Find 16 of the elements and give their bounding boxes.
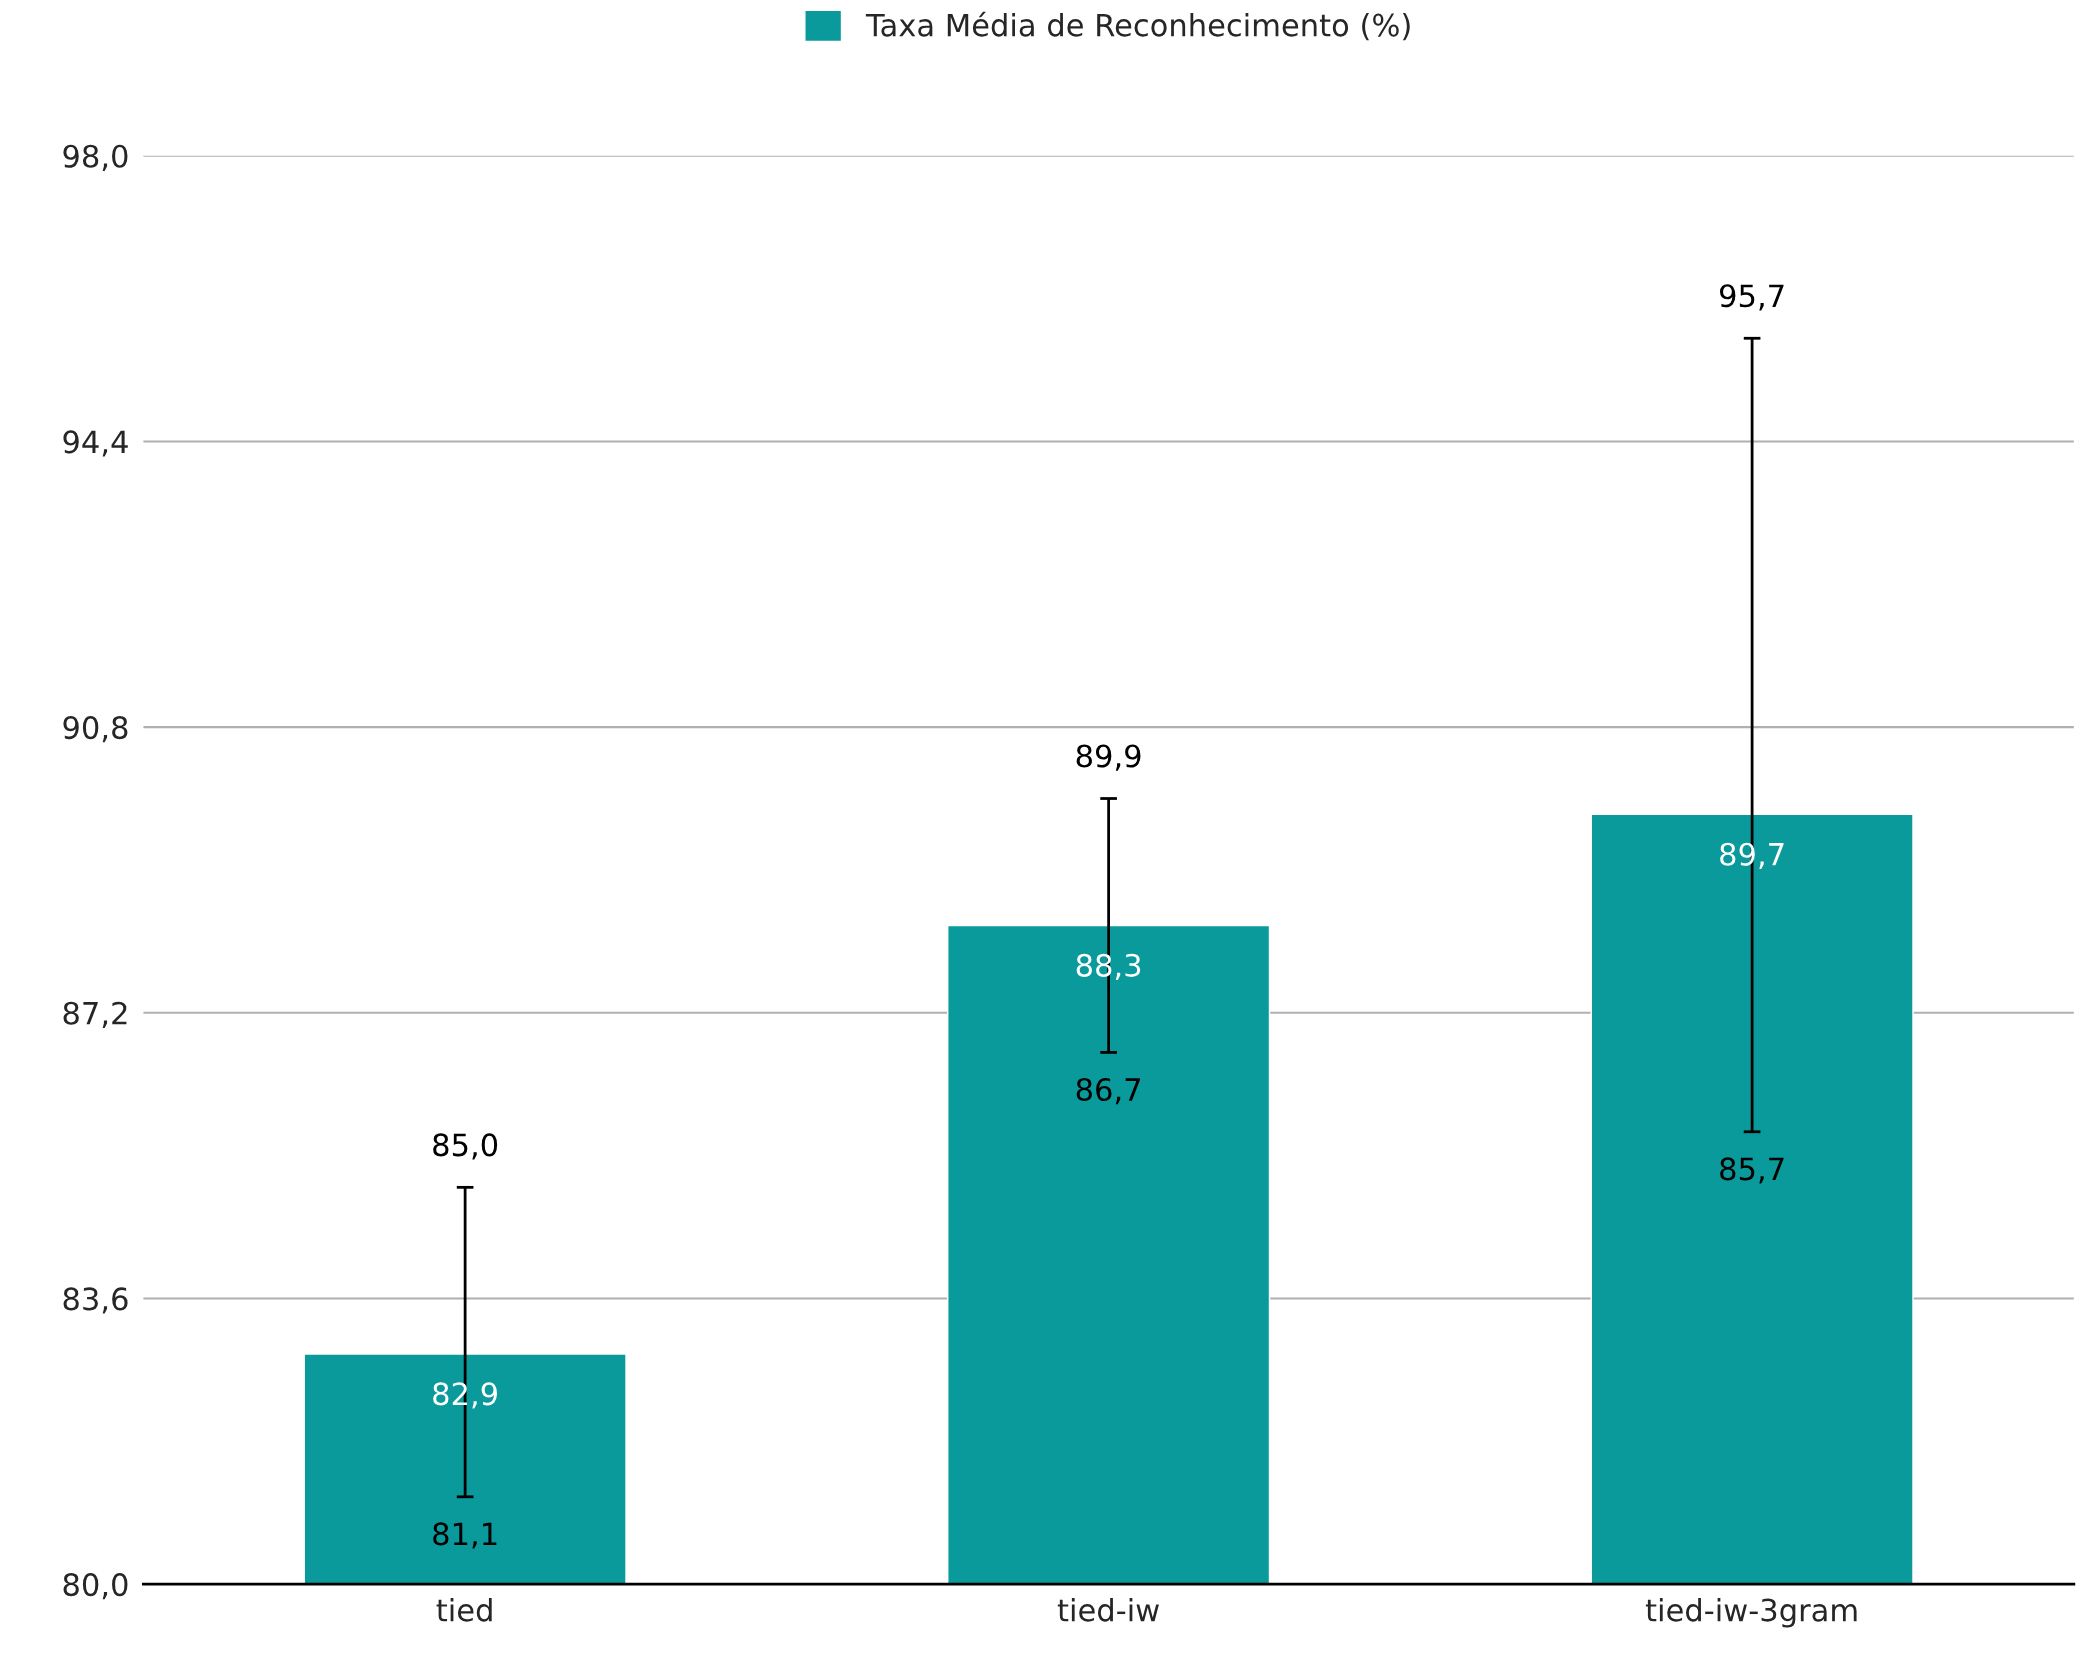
y-tick-label: 90,8 (63, 716, 128, 743)
y-tick-label: 94,4 (63, 430, 128, 457)
y-tick-label: 87,2 (63, 1001, 127, 1028)
annotation: 95,7 (1720, 284, 1784, 311)
y-tick-label: 83,6 (63, 1287, 128, 1314)
x-tick-label: tied-iw-3gram (1645, 1597, 1857, 1628)
annotation: 85,0 (433, 1133, 498, 1160)
annotation: 86,7 (1076, 1077, 1141, 1105)
legend-label: Taxa Média de Reconhecimento (%) (865, 11, 1410, 41)
annotation: 81,1 (433, 1522, 497, 1549)
y-tick-label: 98,0 (63, 144, 128, 171)
x-tick-label: tied-iw (1057, 1597, 1159, 1622)
y-tick-label: 80,0 (63, 1573, 128, 1600)
x-tick-label: tied (436, 1597, 492, 1622)
annotation: 89,9 (1076, 744, 1141, 771)
annotation: 85,7 (1720, 1157, 1784, 1184)
